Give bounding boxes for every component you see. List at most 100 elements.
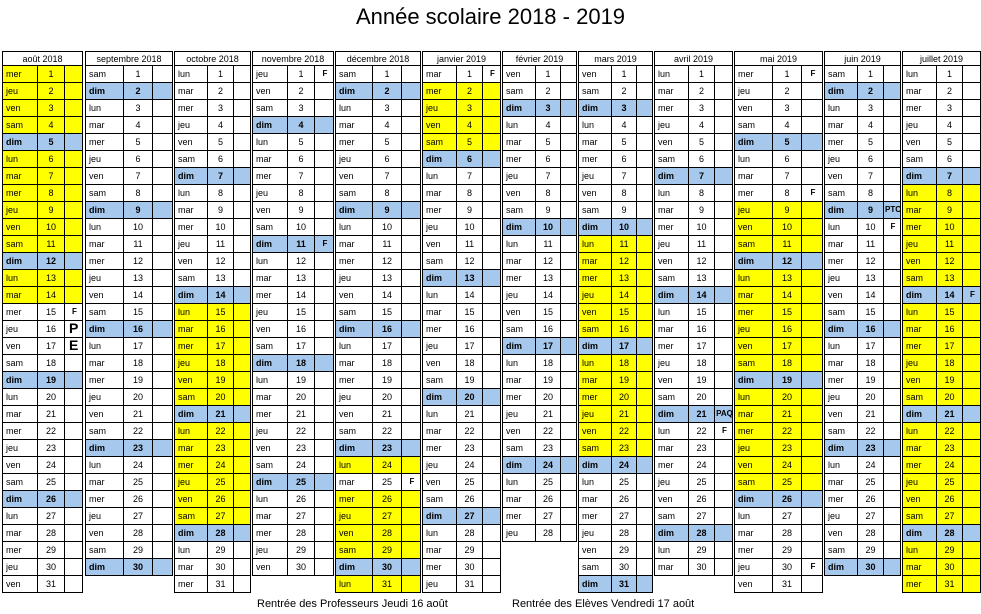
day-number: 6 — [456, 151, 483, 167]
day-name: jeu — [828, 392, 841, 402]
day-name: mer — [339, 375, 355, 385]
day-number: 7 — [535, 168, 561, 184]
day-row: ven 26 — [654, 491, 733, 508]
month-header: avril 2019 — [654, 51, 733, 66]
day-name: ven — [339, 290, 354, 300]
day-number: 16 — [37, 321, 65, 337]
day-number: 11 — [857, 236, 884, 252]
day-number: 13 — [535, 270, 561, 286]
day-name: mer — [828, 256, 844, 266]
day-name: jeu — [6, 324, 19, 334]
day-row: ven 7 — [85, 168, 173, 185]
day-number: 17 — [772, 338, 802, 354]
day-marker: PTC — [885, 205, 901, 214]
day-name: mer — [178, 222, 194, 232]
day-row: jeu 22 — [252, 423, 334, 440]
day-row: dim 19 — [734, 372, 823, 389]
day-name: mer — [738, 188, 754, 198]
day-number: 17 — [535, 338, 561, 354]
day-number: 29 — [456, 542, 483, 558]
day-number: 5 — [456, 134, 483, 150]
day-number: 28 — [372, 525, 402, 541]
day-name: ven — [89, 171, 104, 181]
day-number: 20 — [688, 389, 715, 405]
day-number: 23 — [207, 440, 234, 456]
day-name: lun — [906, 188, 919, 198]
day-number: 22 — [287, 423, 315, 439]
day-number: 10 — [611, 219, 637, 235]
day-row: mer 5 — [824, 134, 901, 151]
day-name: mar — [426, 545, 442, 555]
day-row: lun 24 — [335, 457, 421, 474]
day-name: mar — [906, 86, 922, 96]
day-name: mer — [178, 103, 194, 113]
day-name: lun — [89, 460, 102, 470]
day-name: sam — [339, 307, 357, 317]
day-name: sam — [506, 205, 524, 215]
day-name: sam — [178, 154, 196, 164]
day-row: mer 14 — [252, 287, 334, 304]
day-name: dim — [738, 137, 755, 147]
day-number: 23 — [611, 440, 637, 456]
day-row: sam 22 — [824, 423, 901, 440]
day-row: lun 17 — [824, 338, 901, 355]
day-name: mer — [906, 103, 922, 113]
day-row: mer 26 — [335, 491, 421, 508]
day-name: sam — [828, 69, 846, 79]
day-number: 17 — [936, 338, 963, 354]
day-name: dim — [178, 171, 195, 181]
day-number: 25 — [535, 474, 561, 490]
day-number: 9 — [936, 202, 963, 218]
day-number: 7 — [207, 168, 234, 184]
day-row: mer 10 — [902, 219, 981, 236]
day-number: 16 — [123, 321, 153, 337]
day-name: sam — [906, 511, 924, 521]
day-row: dim 5 — [734, 134, 823, 151]
day-row: dim 30 — [335, 559, 421, 576]
day-name: mar — [658, 324, 674, 334]
day-number: 23 — [123, 440, 153, 456]
day-row: ven 1 — [502, 66, 577, 83]
day-number: 19 — [936, 372, 963, 388]
day-name: dim — [828, 205, 845, 215]
day-row: jeu 29 — [252, 542, 334, 559]
day-number: 22 — [37, 423, 65, 439]
month-header: février 2019 — [502, 51, 577, 66]
day-row: ven 28 — [824, 525, 901, 542]
day-number: 29 — [772, 542, 802, 558]
day-number: 29 — [857, 542, 884, 558]
day-number: 6 — [611, 151, 637, 167]
day-row: sam 2 — [502, 83, 577, 100]
day-number: 27 — [772, 508, 802, 524]
day-name: ven — [906, 137, 921, 147]
day-number: 21 — [123, 406, 153, 422]
day-number: 20 — [535, 389, 561, 405]
day-number: 8 — [456, 185, 483, 201]
day-row: dim 12 — [734, 253, 823, 270]
day-number: 13 — [37, 270, 65, 286]
day-name: jeu — [426, 222, 439, 232]
day-row: sam 2 — [578, 83, 653, 100]
day-row: mer 12 — [335, 253, 421, 270]
day-number: 11 — [456, 236, 483, 252]
day-row: mer 31 — [902, 576, 981, 593]
day-number: 24 — [123, 457, 153, 473]
day-name: lun — [89, 222, 102, 232]
day-number: 8 — [207, 185, 234, 201]
day-row: sam 9 — [502, 202, 577, 219]
day-number: 2 — [535, 83, 561, 99]
day-row: sam 8 — [85, 185, 173, 202]
day-name: mar — [256, 154, 272, 164]
day-number: 27 — [207, 508, 234, 524]
day-name: lun — [828, 222, 841, 232]
day-name: sam — [738, 120, 756, 130]
day-number: 21 — [857, 406, 884, 422]
day-row: mer 31 — [174, 576, 251, 593]
day-name: mar — [89, 358, 105, 368]
day-name: ven — [658, 494, 673, 504]
day-row: lun 25 — [502, 474, 577, 491]
day-row: ven 23 — [252, 440, 334, 457]
day-row: sam 18 — [2, 355, 83, 372]
day-name: lun — [582, 358, 595, 368]
day-row: mar 22 — [422, 423, 501, 440]
